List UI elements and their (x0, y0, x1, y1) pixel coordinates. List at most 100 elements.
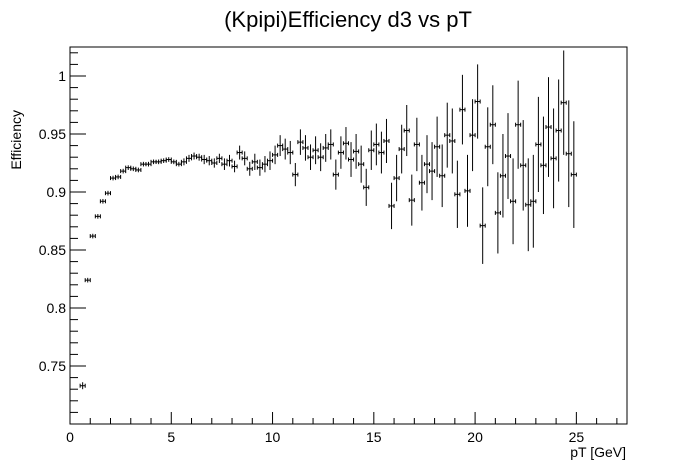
data-point (444, 102, 451, 168)
x-axis-label: pT [GeV] (570, 444, 626, 460)
data-point (125, 165, 132, 170)
data-point (378, 131, 385, 174)
data-point (317, 143, 324, 172)
data-point (388, 182, 395, 230)
data-point (358, 145, 365, 183)
data-point (302, 135, 309, 161)
data-point (272, 145, 279, 165)
data-point (555, 79, 562, 182)
data-point (515, 80, 522, 169)
data-point (449, 108, 456, 174)
data-point (251, 153, 258, 170)
data-point (565, 100, 572, 208)
data-point (489, 85, 496, 165)
data-point (216, 153, 223, 163)
data-point (110, 175, 117, 181)
data-point (241, 151, 248, 166)
data-point (115, 174, 122, 180)
data-point (104, 190, 112, 196)
data-point (418, 154, 425, 211)
data-point (282, 138, 289, 160)
data-point (474, 64, 481, 139)
data-point (84, 277, 91, 283)
data-point (201, 154, 208, 165)
y-tick-label: 0.8 (47, 300, 67, 316)
x-tick-label: 5 (167, 429, 175, 445)
data-point (297, 129, 304, 155)
data-point (231, 160, 238, 173)
data-points (79, 50, 577, 390)
data-point (226, 154, 233, 167)
data-point (393, 154, 400, 202)
data-point (363, 168, 370, 206)
data-point (130, 166, 137, 172)
data-point (170, 159, 177, 165)
x-tick-label: 10 (265, 429, 281, 445)
data-point (479, 187, 486, 264)
data-point (439, 144, 446, 208)
data-point (307, 144, 314, 170)
x-tick-label: 20 (467, 429, 483, 445)
data-point (560, 50, 567, 155)
data-point (79, 382, 86, 390)
data-point (145, 161, 152, 167)
y-tick-label: 0.85 (39, 242, 66, 258)
y-tick-label: 0.9 (47, 184, 67, 200)
data-point (120, 168, 127, 174)
chart-title: (Kpipi)Efficiency d3 vs pT (224, 7, 472, 32)
data-point (373, 123, 380, 166)
data-point (155, 159, 162, 165)
data-point (165, 157, 172, 162)
y-axis-label: Efficiency (8, 110, 24, 170)
y-axis: 0.75 0.8 0.85 0.9 0.95 1 (39, 52, 86, 425)
x-tick-label: 15 (366, 429, 382, 445)
data-point (353, 134, 360, 169)
data-point (348, 142, 355, 177)
data-point (504, 113, 512, 199)
y-tick-label: 1 (58, 68, 66, 84)
y-tick-label: 0.75 (39, 358, 66, 374)
data-point (484, 107, 491, 187)
data-point (499, 134, 506, 218)
data-point (535, 96, 542, 192)
data-point (327, 129, 334, 160)
data-point (150, 159, 157, 165)
data-point (211, 158, 218, 168)
data-point (261, 156, 268, 173)
x-axis: 0 5 10 15 20 25 (66, 412, 618, 445)
data-point (99, 198, 106, 204)
data-point (413, 117, 420, 172)
data-point (337, 136, 344, 169)
data-point (236, 145, 243, 160)
data-point (256, 159, 263, 176)
data-point (454, 160, 461, 228)
data-point (570, 121, 577, 228)
data-point (175, 161, 182, 167)
data-point (292, 163, 299, 187)
data-point (89, 233, 96, 239)
plot-frame (69, 46, 628, 425)
data-point (423, 135, 431, 194)
data-point (434, 116, 441, 177)
data-point (206, 156, 213, 166)
y-tick-label: 0.95 (39, 126, 66, 142)
data-point (342, 127, 349, 160)
x-tick-label: 0 (66, 429, 74, 445)
data-point (94, 214, 101, 219)
data-point (403, 105, 410, 157)
data-point (494, 172, 501, 254)
data-point (287, 140, 294, 165)
data-point (429, 142, 436, 201)
data-point (510, 158, 517, 245)
data-point (459, 74, 466, 145)
data-point (185, 154, 193, 162)
data-point (525, 158, 532, 252)
data-point (135, 167, 142, 173)
data-point (520, 120, 527, 211)
data-point (550, 108, 557, 209)
data-point (368, 130, 375, 170)
data-point (322, 134, 329, 162)
data-point (540, 116, 547, 215)
data-point (277, 135, 284, 157)
